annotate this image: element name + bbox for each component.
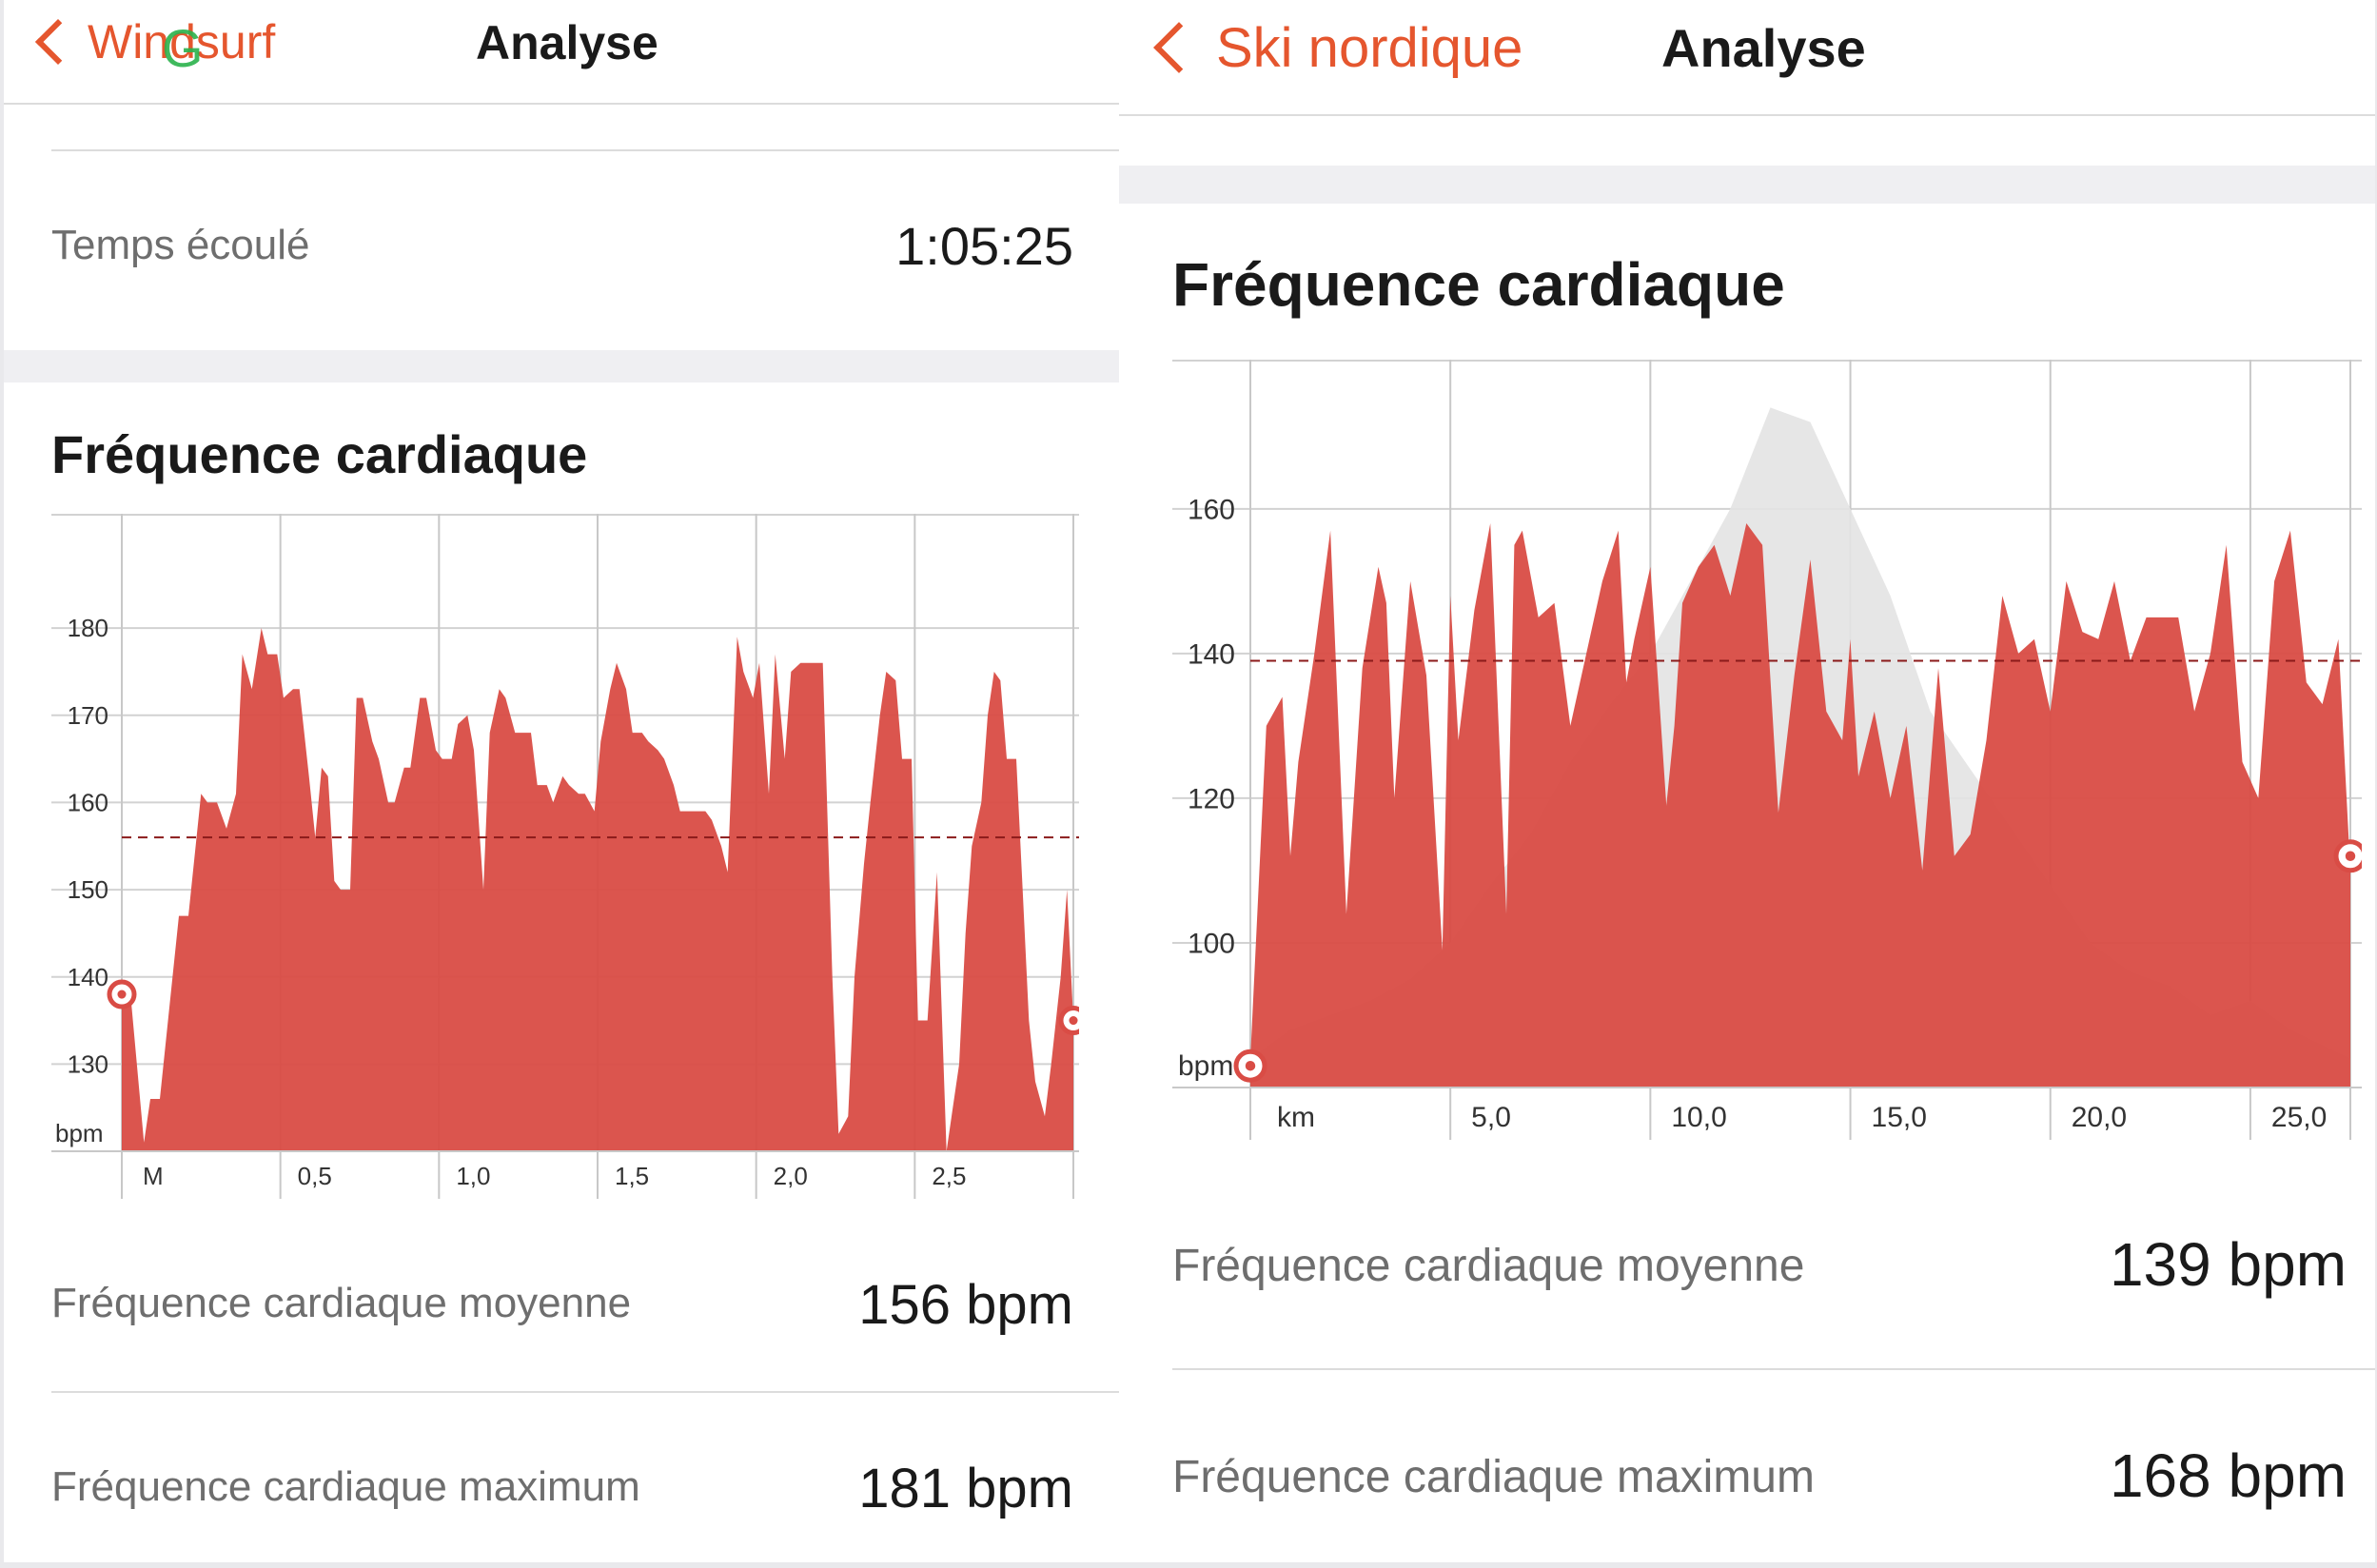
right-max-hr-value: 168 bpm <box>2109 1441 2347 1510</box>
right-header: Ski nordique Analyse <box>1119 0 2375 116</box>
y-tick-label: 170 <box>68 701 108 730</box>
left-back-label: Windsurf <box>88 15 276 69</box>
x-tick-label: 10,0 <box>1671 1102 1726 1133</box>
left-divider-stats <box>51 1391 1119 1393</box>
left-max-hr-value: 181 bpm <box>858 1458 1073 1519</box>
y-axis-unit-label: bpm <box>55 1119 104 1147</box>
x-tick-label: 2,0 <box>774 1162 808 1190</box>
elapsed-label: Temps écoulé <box>51 222 310 268</box>
right-panel: Ski nordique Analyse Fréquence cardiaque… <box>1119 0 2375 1562</box>
y-tick-label: 160 <box>1188 494 1235 525</box>
right-avg-hr-label: Fréquence cardiaque moyenne <box>1172 1241 1805 1291</box>
watermark: G <box>162 18 204 78</box>
y-tick-label: 100 <box>1188 928 1235 959</box>
left-max-hr-label: Fréquence cardiaque maximum <box>51 1463 640 1510</box>
right-header-title: Analyse <box>1661 18 1866 78</box>
right-section-gap <box>1119 166 2375 204</box>
y-tick-label: 160 <box>68 789 108 817</box>
y-tick-label: 140 <box>1188 638 1235 670</box>
left-section-gap <box>4 350 1119 382</box>
y-tick-label: 180 <box>68 614 108 642</box>
y-tick-label: 140 <box>68 963 108 991</box>
right-max-hr-label: Fréquence cardiaque maximum <box>1172 1452 1815 1502</box>
range-marker-dot <box>2345 851 2356 861</box>
range-marker-dot <box>117 990 127 999</box>
y-tick-label: 120 <box>1188 783 1235 814</box>
x-tick-label: 2,5 <box>932 1162 966 1190</box>
right-back-button[interactable]: Ski nordique <box>1148 16 1523 79</box>
left-header: Windsurf G Analyse <box>4 0 1119 105</box>
chevron-left-icon <box>1153 22 1205 73</box>
right-avg-hr-value: 139 bpm <box>2109 1230 2347 1299</box>
y-tick-label: 150 <box>68 875 108 904</box>
x-tick-label: 25,0 <box>2271 1102 2327 1133</box>
range-marker-dot <box>1069 1015 1078 1026</box>
y-axis-unit-label: bpm <box>1178 1050 1233 1082</box>
x-tick-label: 0,5 <box>298 1162 332 1190</box>
elapsed-value: 1:05:25 <box>895 216 1073 276</box>
x-tick-label: 1,5 <box>615 1162 649 1190</box>
hr-area <box>1250 523 2350 1088</box>
left-divider-top <box>51 149 1119 151</box>
range-marker-dot <box>1245 1060 1256 1071</box>
right-hr-chart: 100 120 140 160 5,0 10,0 15,0 20,0 25,0 bpm km <box>1172 360 2362 1140</box>
left-avg-hr-label: Fréquence cardiaque moyenne <box>51 1280 632 1326</box>
left-panel: Windsurf G Analyse Temps écoulé 1:05:25 … <box>4 0 1119 1562</box>
left-header-title: Analyse <box>476 16 658 69</box>
left-section-title: Fréquence cardiaque <box>51 424 588 484</box>
right-back-label: Ski nordique <box>1216 16 1523 79</box>
x-axis-unit-label: km <box>1277 1102 1315 1133</box>
x-tick-label: 5,0 <box>1471 1102 1511 1133</box>
left-avg-hr-value: 156 bpm <box>858 1274 1073 1336</box>
right-divider-stats <box>1172 1368 2375 1370</box>
right-section-title: Fréquence cardiaque <box>1172 250 1785 319</box>
left-hr-chart: 130 140 150 160 170 180 0,5 1,0 1,5 2,0 2,5 bpm M <box>51 514 1079 1199</box>
x-tick-label: 15,0 <box>1872 1102 1927 1133</box>
left-back-button[interactable]: Windsurf <box>29 15 275 69</box>
x-tick-label: 1,0 <box>456 1162 490 1190</box>
y-tick-label: 130 <box>68 1049 108 1078</box>
x-axis-unit-label: M <box>143 1162 164 1190</box>
chevron-left-icon <box>34 18 82 66</box>
hr-area <box>122 628 1073 1151</box>
x-tick-label: 20,0 <box>2072 1102 2127 1133</box>
